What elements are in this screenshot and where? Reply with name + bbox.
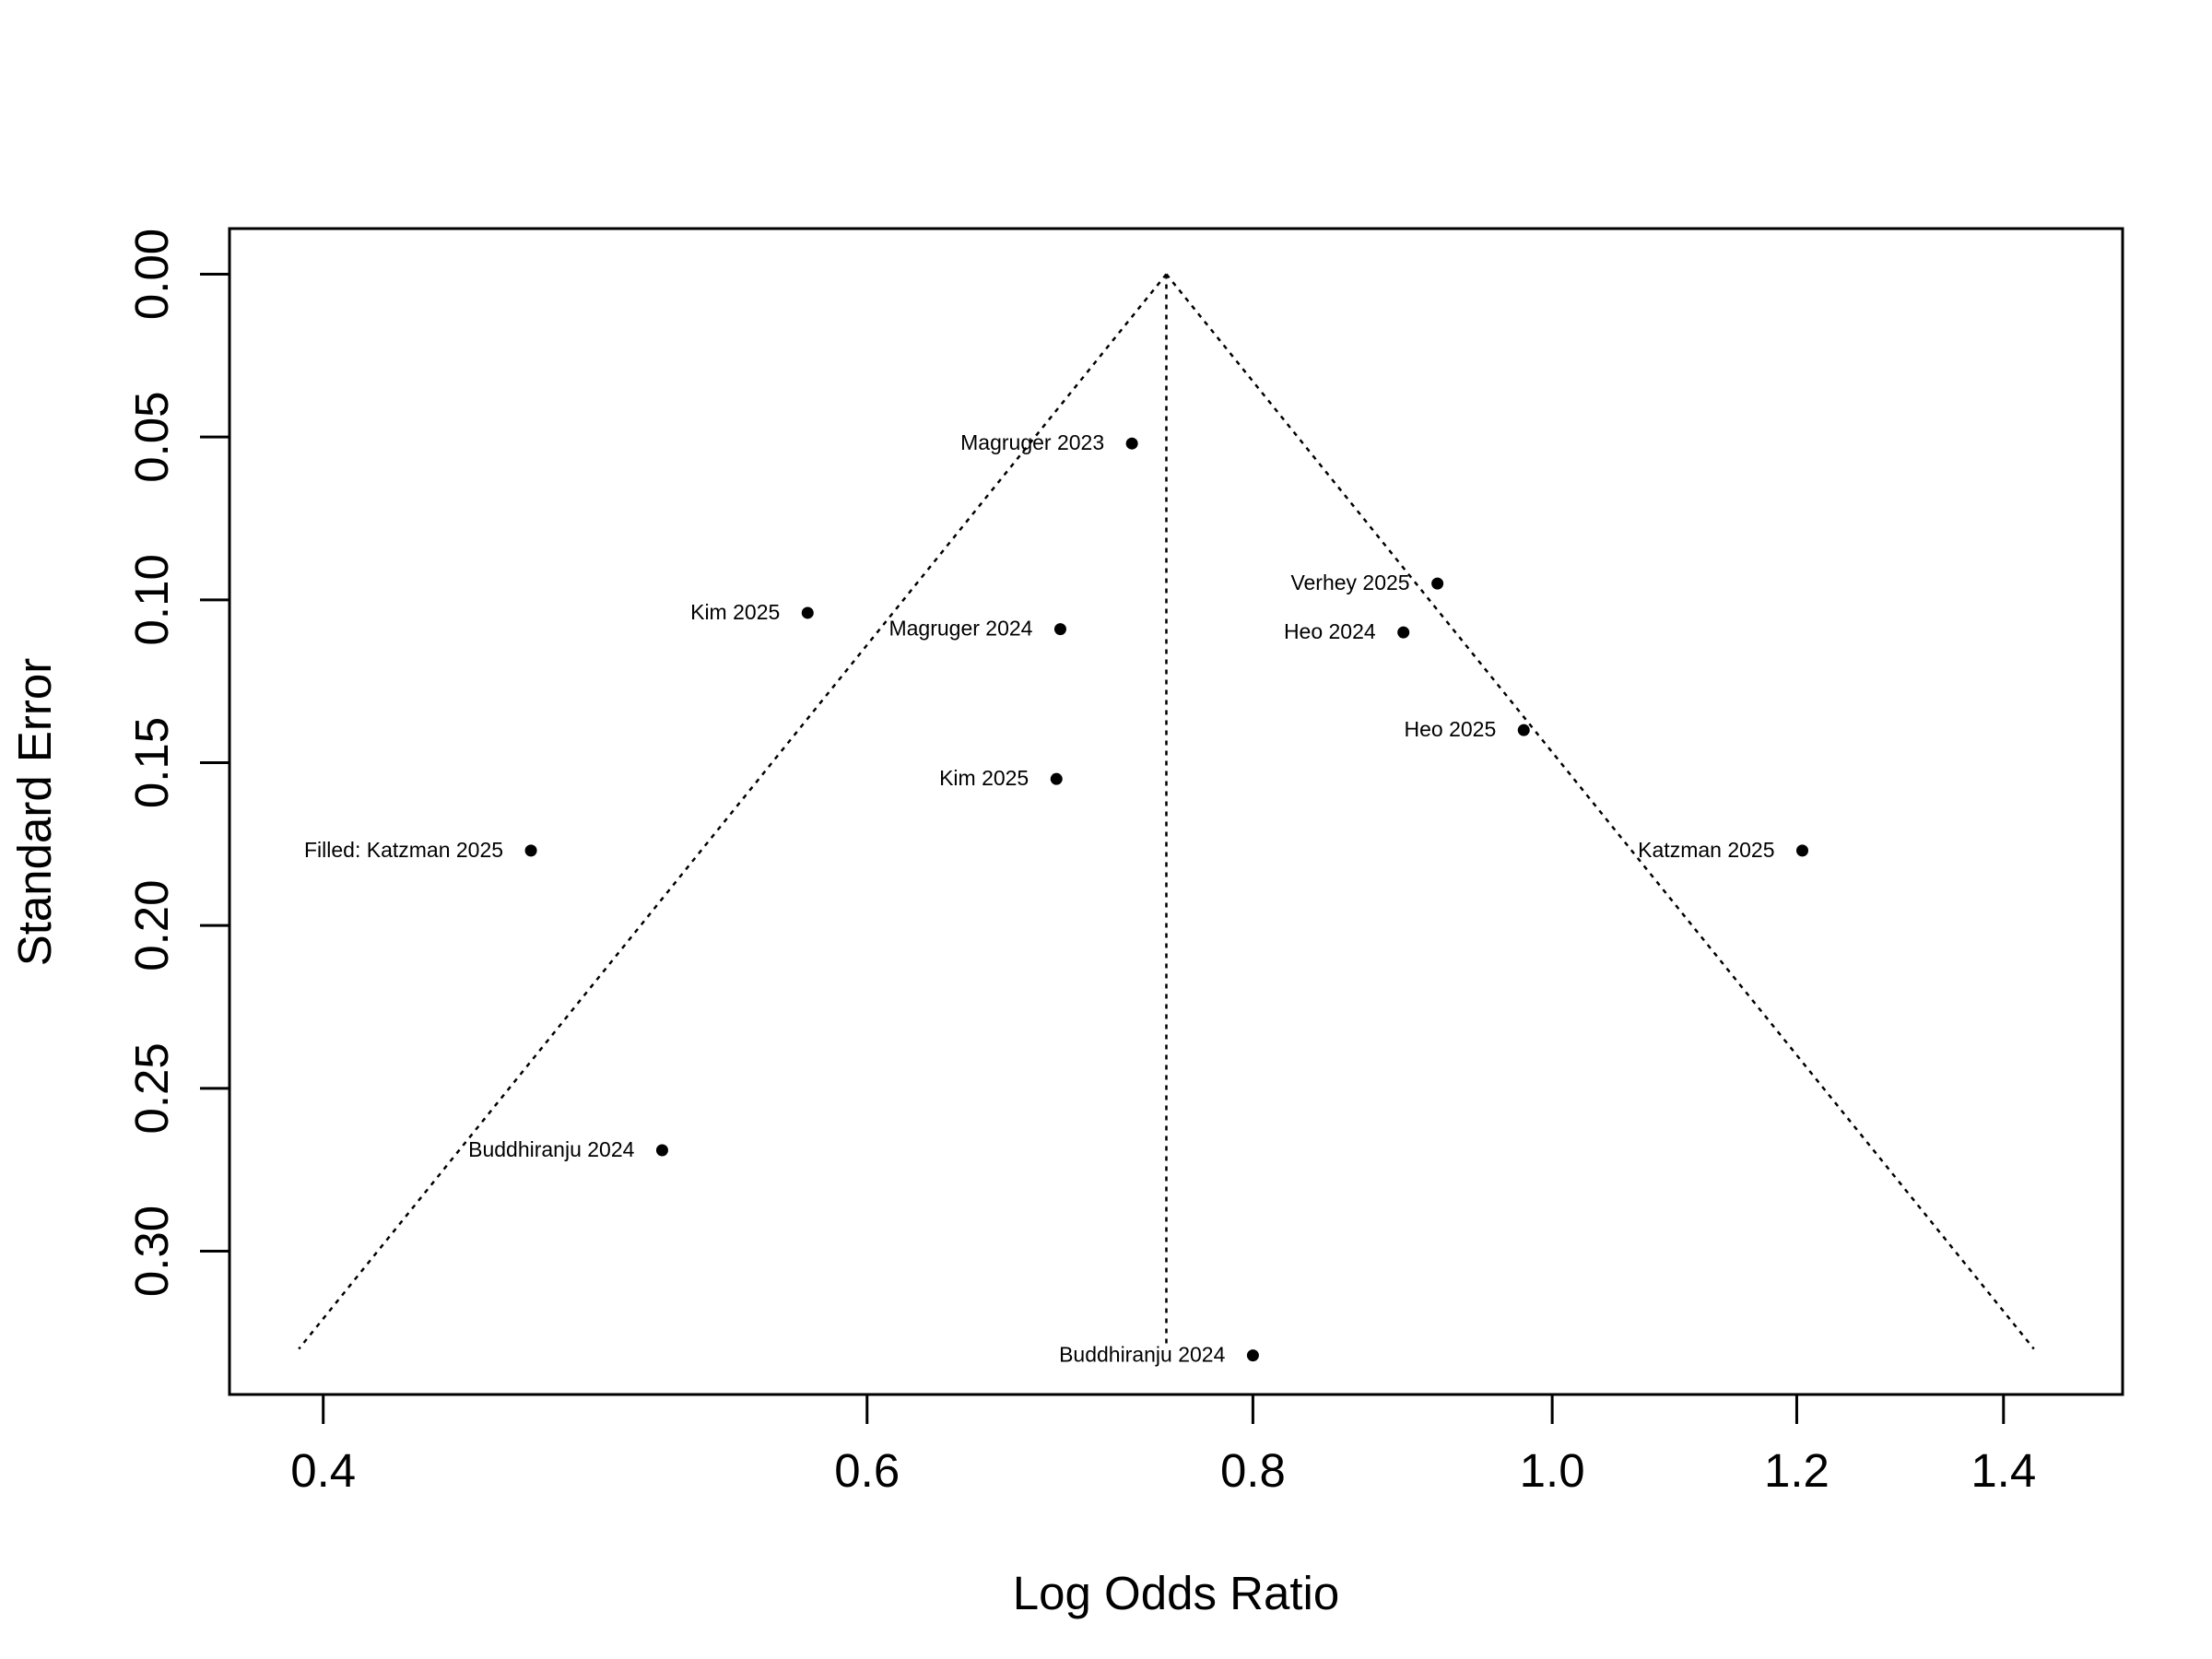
data-point xyxy=(1517,724,1530,736)
funnel-left-line xyxy=(298,273,1168,1350)
data-point xyxy=(1050,772,1063,785)
plot-frame xyxy=(228,227,2124,1396)
y-axis: 0.00 0.05 0.10 0.15 0.20 0.25 0.30 xyxy=(125,229,229,1297)
data-point xyxy=(1246,1349,1259,1362)
data-points: Magruger 2023 Kim 2025 Magruger 2024 Verhey… xyxy=(304,430,1809,1367)
point-label: Buddhiranju 2024 xyxy=(1059,1343,1226,1367)
y-tick-label: 0.05 xyxy=(125,392,178,483)
point-label: Heo 2024 xyxy=(1284,619,1376,643)
funnel-right-line xyxy=(1165,273,2035,1350)
data-point xyxy=(1431,577,1444,590)
point-label: Buddhiranju 2024 xyxy=(468,1137,635,1161)
y-tick-label: 0.00 xyxy=(125,229,178,320)
point-label: Magruger 2024 xyxy=(888,617,1032,641)
data-point xyxy=(1796,844,1809,857)
x-tick-label: 1.0 xyxy=(1520,1444,1585,1497)
point-label: Kim 2025 xyxy=(939,766,1029,790)
data-point xyxy=(1053,623,1066,636)
point-label: Filled: Katzman 2025 xyxy=(304,838,503,862)
data-point xyxy=(1125,437,1138,450)
x-tick-label: 0.4 xyxy=(290,1444,356,1497)
y-axis-title: Standard Error xyxy=(8,658,61,967)
x-axis: 0.4 0.6 0.8 1.0 1.2 1.4 xyxy=(290,1394,2036,1497)
point-label: Magruger 2023 xyxy=(960,430,1104,454)
data-point xyxy=(801,606,814,619)
data-point xyxy=(1397,626,1410,639)
y-tick-label: 0.20 xyxy=(125,880,178,971)
x-tick-label: 0.6 xyxy=(834,1444,900,1497)
x-tick-label: 0.8 xyxy=(1220,1444,1286,1497)
point-label: Katzman 2025 xyxy=(1638,838,1774,862)
point-label: Verhey 2025 xyxy=(1290,571,1409,594)
y-tick-label: 0.25 xyxy=(125,1042,178,1134)
point-label: Heo 2025 xyxy=(1404,717,1496,741)
y-tick-label: 0.15 xyxy=(125,717,178,808)
funnel-lines xyxy=(298,273,2035,1350)
data-point xyxy=(524,844,537,857)
x-axis-title: Log Odds Ratio xyxy=(1013,1567,1339,1619)
y-tick-label: 0.10 xyxy=(125,554,178,645)
y-tick-label: 0.30 xyxy=(125,1206,178,1297)
data-point xyxy=(655,1144,668,1157)
x-tick-label: 1.2 xyxy=(1764,1444,1830,1497)
x-tick-label: 1.4 xyxy=(1971,1444,2036,1497)
point-label: Kim 2025 xyxy=(690,600,780,624)
